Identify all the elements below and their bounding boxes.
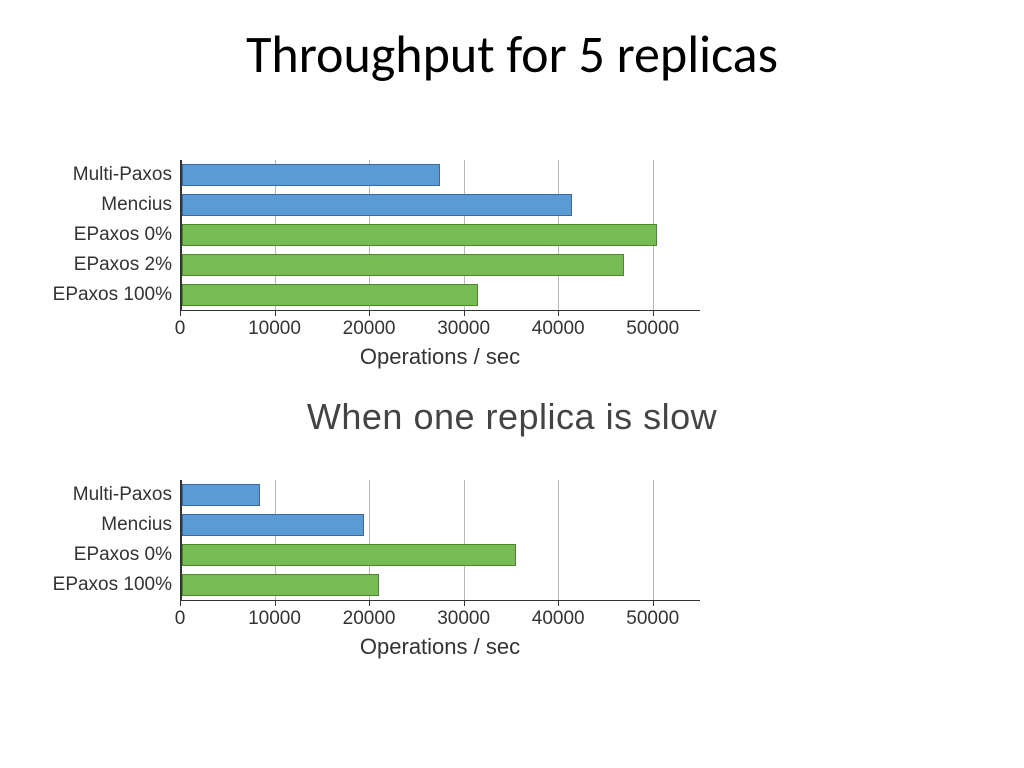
x-tick-label: 30000 xyxy=(437,318,490,340)
bar xyxy=(182,164,441,186)
category-label: EPaxos 100% xyxy=(53,284,180,306)
bar xyxy=(182,284,478,306)
category-label: EPaxos 0% xyxy=(74,224,180,246)
x-tick-label: 50000 xyxy=(626,608,679,630)
gridline xyxy=(464,480,465,600)
category-label: Multi-Paxos xyxy=(73,484,180,506)
x-tick-label: 10000 xyxy=(248,318,301,340)
category-label: Multi-Paxos xyxy=(73,164,180,186)
bar xyxy=(182,224,658,246)
x-tick-label: 20000 xyxy=(343,318,396,340)
x-tick-label: 40000 xyxy=(532,608,585,630)
bar xyxy=(182,574,379,596)
x-axis-label: Operations / sec xyxy=(180,344,700,370)
x-tick-label: 40000 xyxy=(532,318,585,340)
bar xyxy=(182,514,365,536)
x-tick-label: 30000 xyxy=(437,608,490,630)
x-axis xyxy=(180,310,700,312)
chart-throughput-slow-replica: 01000020000300004000050000Multi-PaxosMen… xyxy=(180,480,700,600)
y-axis xyxy=(180,160,182,310)
category-label: EPaxos 100% xyxy=(53,574,180,596)
x-tick-label: 50000 xyxy=(626,318,679,340)
bar xyxy=(182,484,261,506)
x-axis xyxy=(180,600,700,602)
gridline xyxy=(558,480,559,600)
category-label: Mencius xyxy=(101,194,180,216)
x-axis-label: Operations / sec xyxy=(180,634,700,660)
chart1-plot: 01000020000300004000050000Multi-PaxosMen… xyxy=(180,160,700,310)
slide: Throughput for 5 replicas 01000020000300… xyxy=(0,0,1024,768)
bar xyxy=(182,194,573,216)
x-tick-label: 0 xyxy=(175,318,186,340)
category-label: EPaxos 2% xyxy=(74,254,180,276)
category-label: Mencius xyxy=(101,514,180,536)
x-tick-label: 10000 xyxy=(248,608,301,630)
chart2-plot: 01000020000300004000050000Multi-PaxosMen… xyxy=(180,480,700,600)
chart-throughput-normal: 01000020000300004000050000Multi-PaxosMen… xyxy=(180,160,700,310)
x-tick-label: 0 xyxy=(175,608,186,630)
category-label: EPaxos 0% xyxy=(74,544,180,566)
bar xyxy=(182,254,625,276)
slide-subtitle: When one replica is slow xyxy=(0,396,1024,438)
slide-title: Throughput for 5 replicas xyxy=(0,22,1024,86)
y-axis xyxy=(180,480,182,600)
x-tick-label: 20000 xyxy=(343,608,396,630)
gridline xyxy=(653,480,654,600)
bar xyxy=(182,544,516,566)
